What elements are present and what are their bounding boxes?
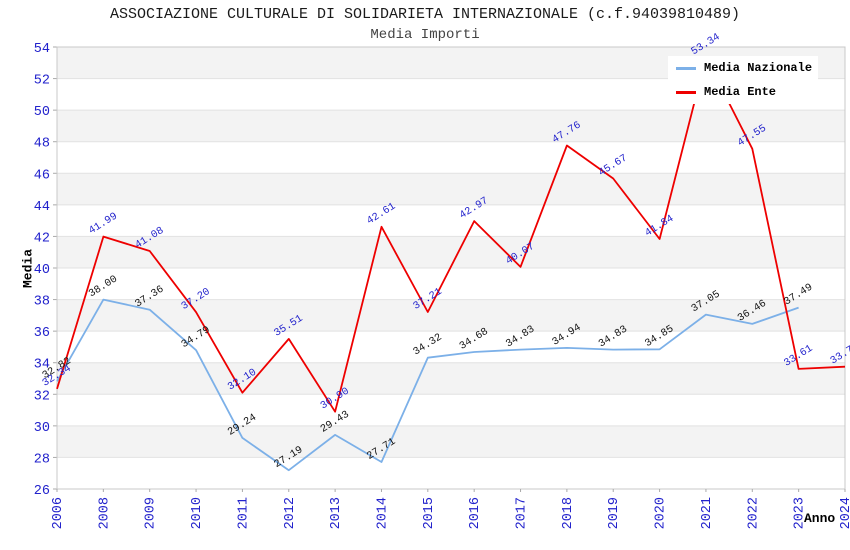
x-tick-label: 2012 xyxy=(283,497,298,529)
chart-legend: Media Nazionale Media Ente xyxy=(668,56,818,104)
plot-band xyxy=(57,141,845,174)
y-tick-label: 52 xyxy=(34,74,50,89)
x-tick-label: 2006 xyxy=(51,497,66,529)
y-tick-label: 32 xyxy=(34,389,50,404)
legend-line-swatch-blue xyxy=(676,66,696,70)
x-tick-label: 2013 xyxy=(329,497,344,529)
plot-band xyxy=(57,204,845,237)
plot-band xyxy=(57,425,845,458)
x-tick-label: 2016 xyxy=(468,497,483,529)
legend-label: Media Ente xyxy=(704,85,777,99)
x-tick-label: 2023 xyxy=(793,497,808,529)
plot-band xyxy=(57,362,845,395)
y-tick-label: 30 xyxy=(34,421,50,436)
legend-item-media-nazionale: Media Nazionale xyxy=(668,59,818,77)
x-tick-label: 2011 xyxy=(236,497,251,529)
y-tick-label: 44 xyxy=(34,200,50,215)
x-tick-label: 2019 xyxy=(607,497,622,529)
y-tick-label: 50 xyxy=(34,105,50,120)
y-tick-label: 48 xyxy=(34,137,50,152)
x-tick-label: 2024 xyxy=(839,497,850,529)
legend-item-media-ente: Media Ente xyxy=(668,83,818,101)
x-tick-label: 2018 xyxy=(561,497,576,529)
x-tick-label: 2021 xyxy=(700,497,715,529)
x-tick-label: 2015 xyxy=(422,497,437,529)
y-tick-label: 36 xyxy=(34,326,50,341)
x-tick-label: 2020 xyxy=(654,497,669,529)
chart-subtitle: Media Importi xyxy=(370,27,480,43)
legend-label: Media Nazionale xyxy=(704,61,813,75)
series-line-media-nazionale xyxy=(56,298,799,472)
y-tick-label: 38 xyxy=(34,295,50,310)
plot-band xyxy=(57,268,845,300)
plot-band xyxy=(57,394,845,426)
y-tick-label: 26 xyxy=(34,484,50,499)
y-tick-label: 34 xyxy=(34,358,50,373)
y-axis-title: Media xyxy=(20,249,36,289)
plot-border xyxy=(56,46,846,490)
y-tick-label: 28 xyxy=(34,452,50,467)
x-tick-label: 2010 xyxy=(190,497,205,529)
legend-line-swatch-red xyxy=(676,90,696,94)
plot-band xyxy=(57,299,845,332)
plot-band xyxy=(57,457,845,489)
plot-band xyxy=(57,110,845,142)
x-tick-label: 2017 xyxy=(515,497,530,529)
plot-band xyxy=(57,236,845,268)
x-tick-label: 2009 xyxy=(144,497,159,529)
y-tick-label: 42 xyxy=(34,231,50,246)
y-tick-label: 40 xyxy=(34,263,50,278)
y-tick-label: 54 xyxy=(34,42,50,57)
x-tick-label: 2022 xyxy=(746,497,761,529)
plot-band xyxy=(57,173,845,205)
x-tick-label: 2008 xyxy=(97,497,112,529)
chart-title: ASSOCIAZIONE CULTURALE DI SOLIDARIETA IN… xyxy=(109,6,741,23)
y-tick-label: 46 xyxy=(34,168,50,183)
plot-band xyxy=(57,331,845,363)
x-axis-title: Anno xyxy=(804,511,836,526)
x-tick-label: 2014 xyxy=(375,497,390,529)
